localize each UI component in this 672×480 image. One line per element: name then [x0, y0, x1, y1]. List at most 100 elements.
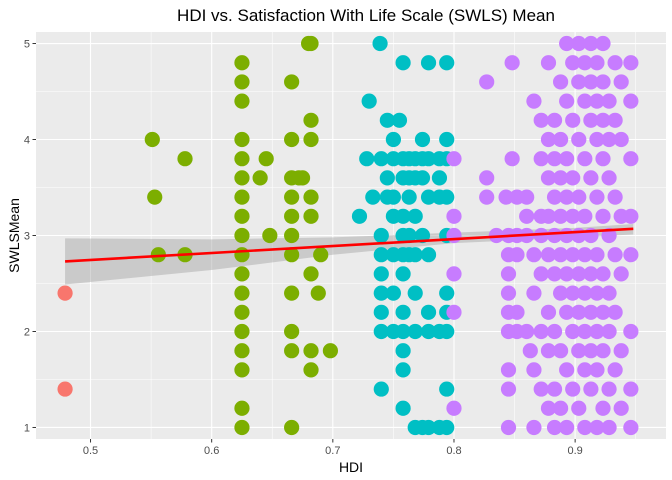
point-very-high	[546, 381, 563, 397]
point-very-high	[607, 247, 623, 263]
point-very-high	[546, 112, 563, 128]
point-high	[359, 151, 375, 167]
point-high	[361, 93, 377, 109]
point-very-high	[526, 93, 542, 109]
point-very-high	[533, 323, 549, 340]
point-medium	[303, 112, 319, 128]
y-tick-label: 2	[24, 326, 30, 338]
point-very-high	[446, 227, 462, 244]
y-axis-title: SWLSMean	[6, 198, 22, 273]
point-high	[439, 285, 455, 301]
point-high	[420, 151, 437, 167]
point-medium	[303, 266, 319, 282]
point-very-high	[583, 112, 599, 128]
point-high	[420, 55, 437, 71]
point-high	[407, 323, 423, 340]
point-medium	[234, 170, 250, 186]
point-high	[439, 131, 455, 148]
point-medium	[234, 74, 250, 90]
y-tick-label: 5	[24, 39, 30, 51]
x-tick-label: 0.6	[204, 445, 219, 457]
point-medium	[294, 170, 311, 186]
point-very-high	[509, 247, 525, 263]
point-very-high	[526, 419, 542, 436]
point-very-high	[613, 343, 629, 359]
point-medium	[303, 131, 319, 148]
point-very-high	[533, 151, 549, 167]
point-very-high	[613, 74, 629, 90]
point-very-high	[577, 323, 593, 340]
y-tick-label: 3	[24, 231, 30, 243]
point-very-high	[540, 343, 557, 359]
point-very-high	[607, 189, 623, 205]
point-very-high	[446, 266, 462, 282]
point-very-high	[509, 304, 525, 320]
point-high	[373, 304, 389, 320]
point-high	[373, 381, 389, 397]
point-high	[401, 227, 417, 244]
point-medium	[303, 208, 319, 224]
point-very-high	[504, 55, 520, 71]
point-medium	[234, 189, 250, 205]
point-medium	[258, 151, 274, 167]
point-very-high	[546, 227, 563, 244]
point-medium	[234, 247, 250, 263]
point-very-high	[583, 343, 599, 359]
point-high	[407, 208, 423, 224]
point-very-high	[500, 419, 517, 436]
point-high	[420, 189, 437, 205]
point-very-high	[540, 131, 557, 148]
point-medium	[177, 151, 193, 167]
point-high	[401, 189, 417, 205]
point-high	[385, 189, 402, 205]
point-very-high	[565, 170, 581, 186]
point-very-high	[601, 170, 617, 186]
point-very-high	[540, 208, 557, 224]
point-very-high	[571, 189, 587, 205]
point-high	[373, 266, 389, 282]
point-high	[414, 131, 431, 148]
point-high	[373, 323, 389, 340]
point-low	[57, 381, 73, 397]
point-high	[439, 323, 455, 340]
point-very-high	[571, 400, 587, 416]
point-high	[385, 131, 402, 148]
point-high	[395, 400, 411, 416]
point-very-high	[565, 323, 581, 340]
point-high	[420, 304, 437, 320]
data-points	[57, 35, 639, 436]
point-very-high	[552, 343, 569, 359]
point-high	[373, 151, 389, 167]
point-medium	[303, 189, 319, 205]
point-high	[395, 323, 411, 340]
point-very-high	[446, 208, 462, 224]
trend-line-layer	[65, 227, 634, 263]
point-very-high	[540, 247, 557, 263]
point-very-high	[577, 285, 593, 301]
x-axis-ticks: 0.5 0.6 0.7 0.8 0.9	[83, 439, 583, 457]
point-very-high	[519, 208, 535, 224]
point-very-high	[546, 323, 563, 340]
point-very-high	[589, 93, 605, 109]
point-very-high	[446, 151, 462, 167]
point-high	[395, 208, 411, 224]
point-very-high	[571, 35, 587, 52]
point-medium	[150, 247, 166, 263]
point-very-high	[583, 170, 599, 186]
x-tick-label: 0.7	[325, 445, 340, 457]
point-medium	[284, 227, 300, 244]
point-very-high	[552, 170, 569, 186]
point-medium	[234, 131, 250, 148]
point-very-high	[533, 227, 549, 244]
point-high	[351, 208, 368, 224]
point-very-high	[533, 266, 549, 282]
point-very-high	[607, 362, 623, 378]
point-very-high	[559, 189, 575, 205]
point-high	[420, 323, 437, 340]
point-medium	[234, 55, 250, 71]
point-medium	[234, 400, 250, 416]
point-very-high	[595, 343, 611, 359]
x-axis-title: HDI	[339, 459, 363, 475]
point-very-high	[589, 419, 605, 436]
